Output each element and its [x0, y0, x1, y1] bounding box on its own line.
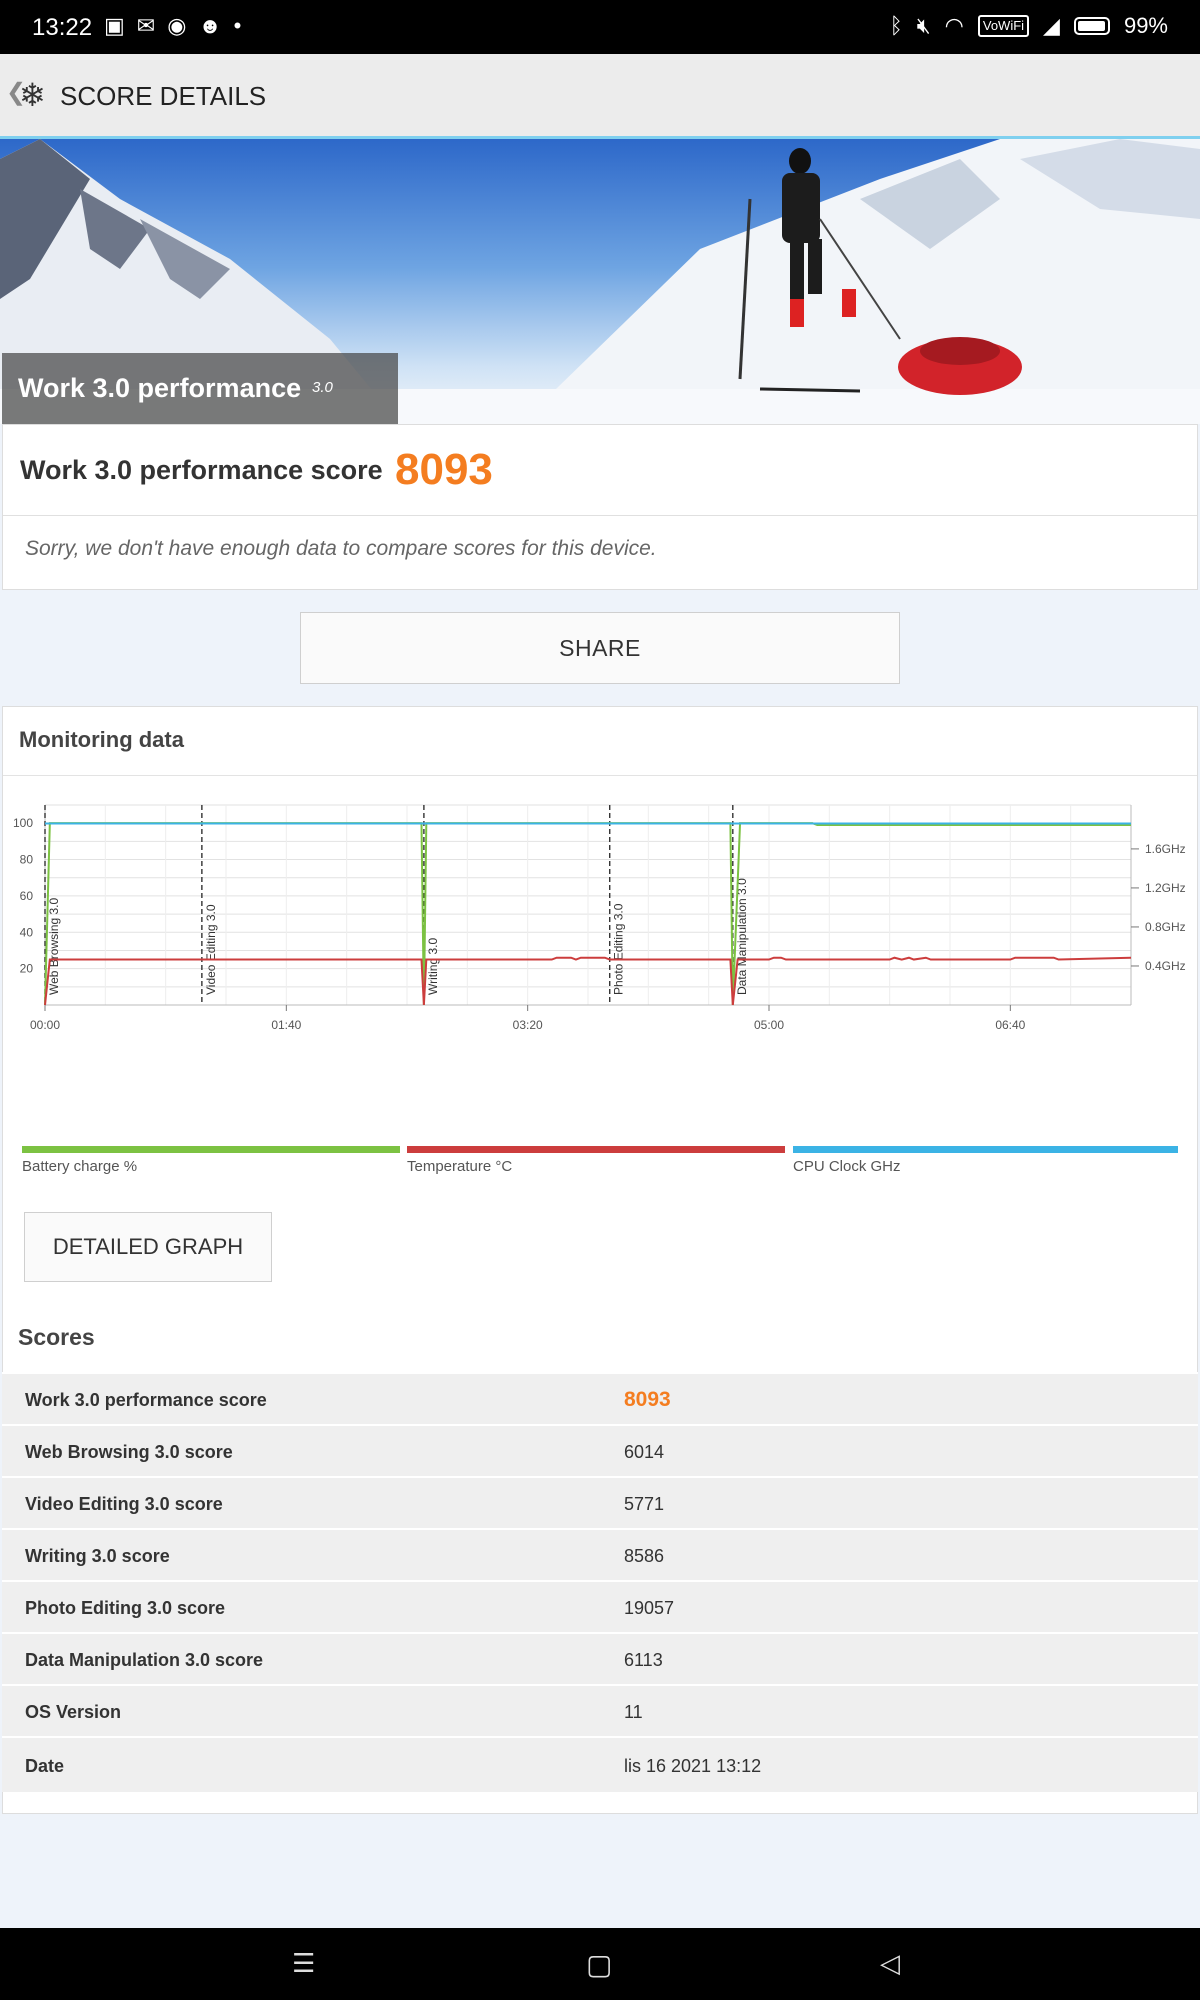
row-label: Writing 3.0 score	[25, 1546, 170, 1566]
table-row: Work 3.0 performance score 8093	[2, 1372, 1198, 1424]
y-tick-label: 100	[13, 816, 33, 830]
battery-icon	[1073, 17, 1110, 35]
row-value: 5771	[624, 1494, 665, 1514]
table-row: OS Version 11	[2, 1684, 1198, 1736]
y-tick-label: 20	[20, 962, 34, 976]
legend-cpu-clock-label: CPU Clock GHz	[793, 1158, 901, 1175]
wifi-icon: ◠	[944, 13, 964, 38]
back-icon[interactable]: ◁	[880, 1948, 900, 1978]
test-marker-label: Photo Editing 3.0	[612, 903, 626, 995]
y2-tick-label: 0.8GHz	[1145, 920, 1186, 934]
chevron-left-icon[interactable]: ❮	[6, 79, 27, 106]
snowflake-logo-icon[interactable]: ❄	[19, 77, 46, 113]
row-value: lis 16 2021 13:12	[624, 1756, 762, 1776]
y2-tick-label: 0.4GHz	[1145, 959, 1186, 973]
row-label: Work 3.0 performance score	[25, 1390, 267, 1410]
divider	[3, 515, 1197, 516]
row-label: Web Browsing 3.0 score	[25, 1442, 233, 1462]
y-tick-label: 40	[20, 925, 34, 939]
score-label: Work 3.0 performance score	[20, 455, 383, 485]
score-card: Work 3.0 performance score 8093 Sorry, w…	[2, 424, 1198, 590]
row-label: OS Version	[25, 1702, 122, 1722]
mail-icon: ✉	[136, 13, 156, 38]
test-marker-label: Data Manipulation 3.0	[735, 878, 749, 995]
legend-battery: Battery charge %	[22, 1146, 400, 1186]
status-time: 13:22	[32, 14, 93, 41]
legend-temperature-swatch	[407, 1146, 785, 1153]
share-button[interactable]: SHARE	[300, 612, 900, 684]
x-tick-label: 03:20	[513, 1018, 543, 1032]
table-row: Data Manipulation 3.0 score 6113	[2, 1632, 1198, 1684]
row-label: Data Manipulation 3.0 score	[25, 1650, 264, 1670]
signal-icon: ◢	[1043, 13, 1060, 38]
cast-icon: ◉	[167, 13, 187, 38]
legend-cpu-clock-swatch	[793, 1146, 1178, 1153]
test-marker-label: Video Editing 3.0	[204, 904, 218, 995]
hero-version: 3.0	[312, 379, 333, 396]
row-label: Date	[25, 1756, 65, 1776]
y-tick-label: 60	[20, 889, 34, 903]
x-tick-label: 01:40	[271, 1018, 301, 1032]
vowifi-badge: VoWiFi	[977, 15, 1030, 37]
legend-temperature-label: Temperature °C	[407, 1158, 513, 1175]
comparison-note: Sorry, we don't have enough data to comp…	[25, 537, 657, 560]
hero-caption-background	[2, 353, 398, 424]
notification-icons: ▣ ✉ ◉ ☻ •	[104, 13, 241, 39]
y2-tick-label: 1.2GHz	[1145, 881, 1186, 895]
row-value: 11	[624, 1702, 643, 1722]
mute-icon: 🔇︎	[916, 13, 931, 38]
row-label: Video Editing 3.0 score	[25, 1494, 223, 1514]
reddit-icon: ☻	[198, 13, 222, 38]
y2-tick-label: 1.6GHz	[1145, 842, 1186, 856]
table-row: Writing 3.0 score 8586	[2, 1528, 1198, 1580]
row-value: 8093	[624, 1388, 671, 1411]
row-value: 6113	[624, 1650, 663, 1670]
legend-cpu-clock: CPU Clock GHz	[793, 1146, 1178, 1186]
notification-icon: ▣	[104, 13, 125, 38]
legend-battery-label: Battery charge %	[22, 1158, 138, 1175]
battery-percent: 99%	[1123, 13, 1168, 38]
monitoring-title: Monitoring data	[19, 727, 184, 752]
row-value: 6014	[624, 1442, 665, 1462]
home-icon[interactable]: ▢	[586, 1949, 613, 1980]
hero-title: Work 3.0 performance	[18, 373, 302, 403]
bluetooth-icon: ᛒ	[889, 13, 903, 38]
y-tick-label: 80	[20, 853, 34, 867]
status-bar: 13:22 ▣ ✉ ◉ ☻ • ᛒ 🔇︎ ◠ VoWiFi ◢ 99%	[0, 0, 1200, 54]
divider	[3, 775, 1197, 776]
table-row: Video Editing 3.0 score 5771	[2, 1476, 1198, 1528]
x-tick-label: 00:00	[30, 1018, 60, 1032]
hero-banner: Work 3.0 performance 3.0	[0, 139, 1200, 424]
scores-table: Work 3.0 performance score 8093 Web Brow…	[2, 1372, 1198, 1792]
monitoring-chart[interactable]: 20 40 60 80 100 0.4GHz 0.8GHz 1.2GHz 1.6GHz 00:00…	[3, 793, 1199, 1123]
row-label: Photo Editing 3.0 score	[25, 1598, 226, 1618]
legend-temperature: Temperature °C	[407, 1146, 785, 1186]
table-row: Web Browsing 3.0 score 6014	[2, 1424, 1198, 1476]
series-line-1	[44, 956, 1132, 1006]
x-tick-label: 05:00	[754, 1018, 784, 1032]
row-value: 8586	[624, 1546, 665, 1566]
app-bar: ❮ ❄ SCORE DETAILS	[0, 54, 1200, 139]
table-row: Photo Editing 3.0 score 19057	[2, 1580, 1198, 1632]
page-title: SCORE DETAILS	[60, 81, 267, 111]
detailed-graph-button[interactable]: DETAILED GRAPH	[24, 1212, 272, 1282]
dot-icon: •	[233, 13, 242, 38]
table-row: Date lis 16 2021 13:12	[2, 1736, 1198, 1792]
scores-title: Scores	[18, 1324, 95, 1350]
score-value: 8093	[395, 445, 493, 494]
test-marker-label: Web Browsing 3.0	[47, 898, 61, 995]
row-value: 19057	[624, 1598, 675, 1618]
system-icons: ᛒ 🔇︎ ◠ VoWiFi ◢ 99%	[890, 13, 1168, 39]
menu-icon[interactable]: ☰	[292, 1948, 316, 1978]
x-tick-label: 06:40	[995, 1018, 1025, 1032]
navigation-bar: ☰ ▢ ◁	[0, 1928, 1200, 2000]
test-marker-label: Writing 3.0	[426, 938, 440, 995]
legend-battery-swatch	[22, 1146, 400, 1153]
